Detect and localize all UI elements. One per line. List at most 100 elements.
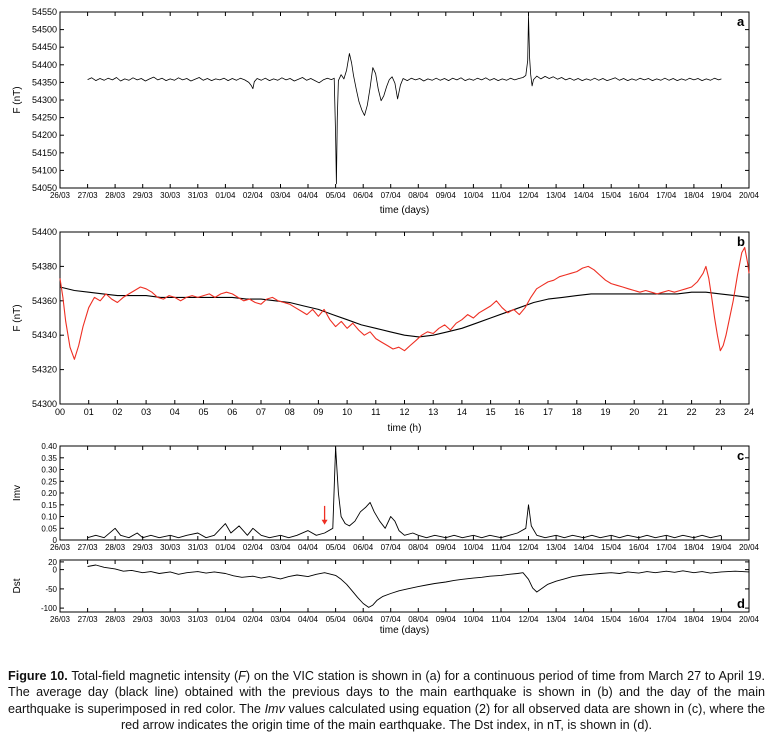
panel-label-c: c: [737, 448, 744, 463]
y-tick-label: 54300: [32, 95, 57, 105]
x-tick-label: 26/03: [50, 543, 71, 552]
x-axis-label: time (h): [388, 423, 422, 434]
x-tick-label: 28/03: [105, 615, 126, 624]
x-tick-label: 04/04: [298, 191, 319, 200]
x-tick-label: 24: [744, 407, 754, 417]
y-tick-label: 54500: [32, 25, 57, 35]
x-tick-label: 13/04: [546, 615, 567, 624]
caption-segment: ) on the VIC station is shown in (a) for…: [8, 668, 765, 716]
x-tick-label: 01/04: [215, 543, 236, 552]
y-tick-label: 54250: [32, 113, 57, 123]
x-tick-label: 02: [112, 407, 122, 417]
x-tick-label: 18/04: [684, 191, 705, 200]
x-tick-label: 19/04: [711, 191, 732, 200]
y-tick-label: 54150: [32, 148, 57, 158]
x-tick-label: 28/03: [105, 543, 126, 552]
x-tick-label: 11/04: [491, 191, 511, 200]
y-tick-label: 0: [53, 566, 58, 575]
x-tick-label: 30/03: [160, 543, 181, 552]
x-tick-label: 08: [285, 407, 295, 417]
x-tick-label: 20: [629, 407, 639, 417]
x-tick-label: 11/04: [491, 615, 511, 624]
y-axis-label: F (nT): [12, 86, 23, 113]
x-tick-label: 03/04: [270, 191, 291, 200]
y-tick-label: 0.40: [41, 442, 57, 451]
x-tick-label: 04: [170, 407, 180, 417]
x-tick-label: 21: [658, 407, 668, 417]
chart-c-svg: 26/03 27/03 28/03 29/03 30/03 31/03 01/04 02/04…: [12, 442, 760, 552]
y-tick-label: 0.05: [41, 524, 57, 533]
y-axis-label: F (nT): [12, 304, 23, 331]
x-tick-label: 11/04: [491, 543, 511, 552]
x-tick-label: 14/04: [574, 191, 595, 200]
x-tick-label: 26/03: [50, 615, 71, 624]
x-tick-label: 06: [227, 407, 237, 417]
y-tick-label: -100: [41, 604, 58, 613]
x-tick-label: 01/04: [215, 191, 236, 200]
x-tick-label: 04/04: [298, 543, 319, 552]
plot-area: [59, 445, 750, 541]
x-tick-label: 03: [141, 407, 151, 417]
series-Imv: [87, 446, 722, 539]
x-tick-label: 16: [514, 407, 524, 417]
x-tick-label: 27/03: [78, 543, 99, 552]
x-tick-label: 01: [84, 407, 94, 417]
y-tick-label: 54400: [32, 227, 57, 237]
series-Dst-index: [87, 564, 750, 608]
x-tick-label: 15/04: [601, 543, 622, 552]
series-earthquake-day: [59, 246, 750, 360]
x-tick-label: 22: [687, 407, 697, 417]
x-tick-label: 09/04: [436, 191, 457, 200]
panel-c-imv-chart: 26/03 27/03 28/03 29/03 30/03 31/03 01/04 02/04…: [8, 441, 765, 553]
y-tick-label: 0: [53, 536, 58, 545]
x-tick-label: 30/03: [160, 191, 181, 200]
x-tick-label: 23: [715, 407, 725, 417]
x-tick-label: 14: [457, 407, 467, 417]
x-tick-label: 07/04: [381, 615, 402, 624]
x-tick-label: 07/04: [381, 543, 402, 552]
x-tick-label: 28/03: [105, 191, 126, 200]
y-tick-label: 54400: [32, 60, 57, 70]
x-tick-label: 17/04: [656, 615, 677, 624]
x-tick-label: 31/03: [188, 191, 209, 200]
panel-label-d: d: [737, 596, 745, 611]
x-tick-label: 05/04: [326, 615, 347, 624]
x-tick-label: 05: [198, 407, 208, 417]
y-tick-label: 54050: [32, 183, 57, 193]
x-tick-label: 08/04: [408, 543, 429, 552]
y-tick-label: 0.25: [41, 477, 57, 486]
x-tick-label: 31/03: [188, 543, 209, 552]
x-tick-label: 13/04: [546, 191, 567, 200]
x-tick-label: 00: [55, 407, 65, 417]
x-tick-label: 13/04: [546, 543, 567, 552]
x-tick-label: 02/04: [243, 191, 264, 200]
x-tick-label: 09/04: [436, 543, 457, 552]
x-tick-label: 14/04: [574, 543, 595, 552]
y-tick-label: 0.20: [41, 489, 57, 498]
y-tick-label: 54300: [32, 399, 57, 409]
x-tick-label: 30/03: [160, 615, 181, 624]
panel-b-daily-chart: 00 01 02 03 04 05 06 07 08 09 10 11 12 13 14 15 16 17 18 19…: [8, 224, 765, 434]
x-tick-label: 04/04: [298, 615, 319, 624]
earthquake-origin-arrow-head: [321, 519, 328, 525]
x-tick-label: 19: [600, 407, 610, 417]
y-tick-label: 54360: [32, 296, 57, 306]
panel-a-total-field-chart: 26/03 27/03 28/03 29/03 30/03 31/03 01/04 02/04…: [8, 4, 765, 216]
x-tick-label: 31/03: [188, 615, 209, 624]
x-tick-label: 27/03: [78, 615, 99, 624]
x-tick-label: 06/04: [353, 543, 374, 552]
x-tick-label: 08/04: [408, 615, 429, 624]
x-tick-label: 12/04: [518, 191, 539, 200]
y-tick-label: 54200: [32, 130, 57, 140]
x-tick-label: 10: [342, 407, 352, 417]
y-axis-label: Imv: [12, 485, 23, 501]
plot-area: [59, 11, 750, 189]
y-axis-label: Dst: [12, 578, 23, 593]
x-tick-label: 18/04: [684, 615, 705, 624]
x-axis-label: time (days): [380, 625, 429, 636]
x-tick-label: 06/04: [353, 615, 374, 624]
panel-label-b: b: [737, 234, 745, 249]
panel-d-dst-chart: 26/03 27/03 28/03 29/03 30/03 31/03 01/04 02/04…: [8, 556, 765, 636]
x-axis-label: time (days): [380, 205, 429, 216]
x-tick-label: 07/04: [381, 191, 402, 200]
